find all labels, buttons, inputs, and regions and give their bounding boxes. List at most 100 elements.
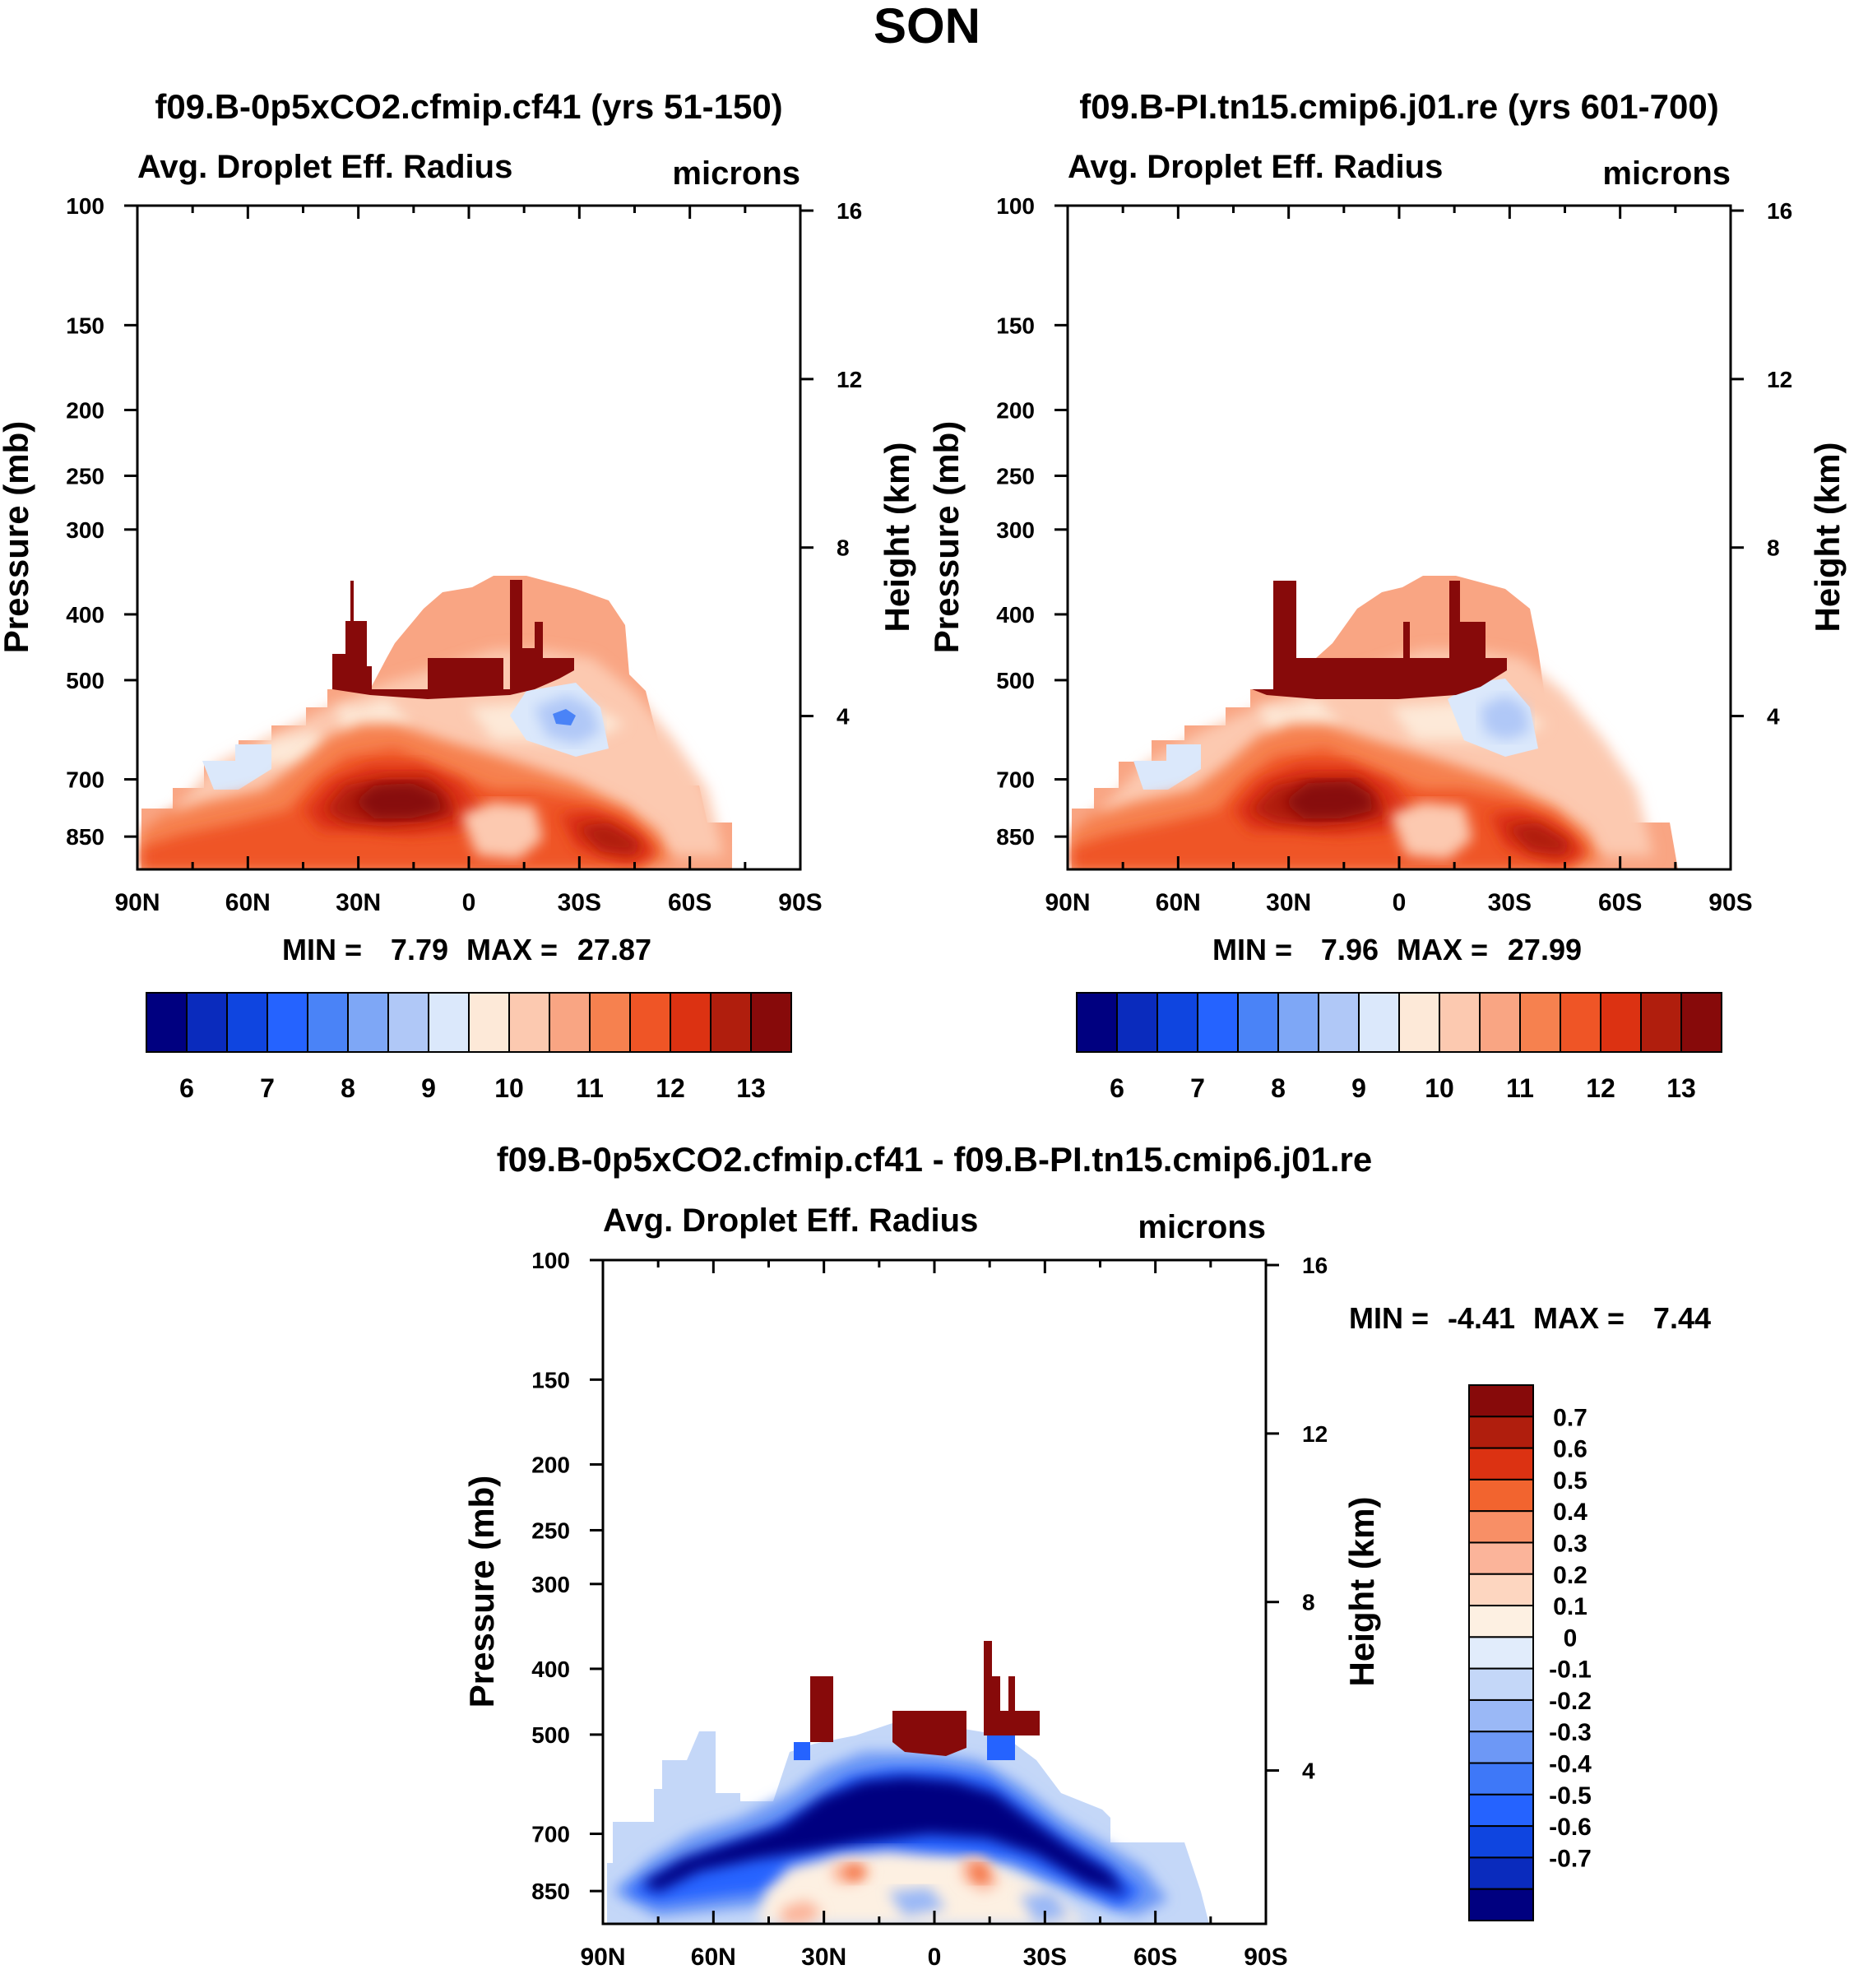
panel-right-min-label: MIN = — [1212, 933, 1292, 966]
panel-left-axes: 90N 60N 30N 0 30S 60S 90S 100 150 200 250 300 400 500… — [66, 193, 862, 916]
colorbar-label: 9 — [1351, 1073, 1366, 1103]
x-tick-label: 0 — [1393, 889, 1407, 916]
colorbar-swatch — [1468, 1605, 1534, 1638]
colorbar-swatch — [347, 992, 389, 1053]
colorbar-swatch — [1680, 992, 1722, 1053]
field-cloudtop — [810, 1641, 1040, 1756]
y-tick-label: 300 — [531, 1572, 570, 1597]
panel-right-colorbar: 6 7 8 9 10 11 12 13 — [1076, 992, 1722, 1103]
colorbar-swatch — [508, 992, 550, 1053]
colorbar-label: 0.5 — [1553, 1467, 1587, 1494]
x-tick-label: 30S — [558, 889, 601, 916]
panel-diff-subtitle: Avg. Droplet Eff. Radius — [603, 1203, 978, 1239]
y-tick-label: 500 — [531, 1722, 570, 1748]
colorbar-label: 12 — [656, 1073, 685, 1103]
field-cloudtop — [1252, 581, 1507, 699]
colorbar-swatch — [1318, 992, 1360, 1053]
field-max-core — [354, 783, 444, 818]
colorbar-swatch — [589, 992, 631, 1053]
x-tick-label: 90S — [1708, 889, 1752, 916]
colorbar-label: 0 — [1564, 1624, 1578, 1652]
field-max-core — [1283, 781, 1374, 818]
colorbar-label: 0.3 — [1553, 1530, 1587, 1557]
panel-left-y2label: Height (km) — [878, 443, 916, 633]
colorbar-label: -0.5 — [1549, 1782, 1592, 1810]
panel-left-max-label: MAX = — [466, 933, 558, 966]
colorbar-label: 0.6 — [1553, 1436, 1587, 1463]
y2-tick-label: 12 — [1302, 1421, 1328, 1447]
field-blue-4 — [642, 1777, 1127, 1896]
y-tick-label: 850 — [531, 1879, 570, 1904]
colorbar-swatch — [1156, 992, 1198, 1053]
y-tick-label: 700 — [531, 1822, 570, 1847]
y-tick-label: 500 — [66, 668, 104, 693]
colorbar-swatch — [146, 992, 188, 1053]
y-tick-label: 200 — [531, 1452, 570, 1477]
colorbar-label: 7 — [1190, 1073, 1205, 1103]
x-tick-label: 90S — [1244, 1944, 1287, 1971]
colorbar-swatch — [750, 992, 792, 1053]
colorbar-label: 10 — [494, 1073, 524, 1103]
colorbar-label: -0.1 — [1549, 1657, 1592, 1684]
x-tick-label: 90S — [778, 889, 822, 916]
x-tick-label: 0 — [462, 889, 476, 916]
y-tick-label: 200 — [66, 397, 104, 423]
colorbar-swatch — [1468, 1478, 1534, 1513]
x-tick-label: 90N — [114, 889, 160, 916]
y-tick-label: 700 — [996, 767, 1035, 793]
y-tick-label: 200 — [996, 397, 1035, 423]
panel-left-min-label: MIN = — [282, 933, 362, 966]
panel-diff-y2label: Height (km) — [1342, 1497, 1381, 1687]
colorbar-swatch — [1468, 1510, 1534, 1544]
colorbar-label: 8 — [341, 1073, 355, 1103]
colorbar-label: 7 — [260, 1073, 275, 1103]
colorbar-label: 9 — [421, 1073, 436, 1103]
colorbar-swatch — [549, 992, 591, 1053]
colorbar-label: 0.1 — [1553, 1593, 1587, 1620]
field-blue-light — [1481, 695, 1530, 740]
panel-diff-min-label: MIN = — [1349, 1301, 1429, 1335]
colorbar-label: 13 — [1666, 1073, 1696, 1103]
panel-left-colorbar: 6 7 8 9 10 11 12 13 — [146, 992, 792, 1103]
colorbar-label: 13 — [736, 1073, 766, 1103]
colorbar-swatch — [1468, 1416, 1534, 1449]
x-tick-label: 60S — [1598, 889, 1642, 916]
colorbar-swatch — [1479, 992, 1521, 1053]
colorbar-swatch — [1560, 992, 1601, 1053]
y-tick-label: 850 — [66, 824, 104, 850]
x-tick-label: 30N — [336, 889, 381, 916]
colorbar-swatch — [1468, 1636, 1534, 1670]
y2-tick-label: 8 — [1767, 535, 1780, 561]
colorbar-swatch — [1468, 1856, 1534, 1890]
y2-tick-label: 4 — [1302, 1759, 1315, 1784]
colorbar-label: 0.7 — [1553, 1404, 1587, 1431]
colorbar-swatch — [1439, 992, 1481, 1053]
panel-left-title: f09.B-0p5xCO2.cfmip.cf41 (yrs 51-150) — [155, 87, 782, 126]
colorbar-swatch — [1468, 1384, 1534, 1418]
y-tick-label: 400 — [66, 602, 104, 628]
panel-diff: f09.B-0p5xCO2.cfmip.cf41 - f09.B-PI.tn15… — [462, 1140, 1711, 1971]
colorbar-label: 12 — [1586, 1073, 1615, 1103]
colorbar-swatch — [629, 992, 671, 1053]
colorbar-label: -0.6 — [1549, 1814, 1592, 1841]
colorbar-label: 11 — [1506, 1073, 1534, 1103]
y-tick-label: 150 — [531, 1367, 570, 1393]
panel-diff-title: f09.B-0p5xCO2.cfmip.cf41 - f09.B-PI.tn15… — [497, 1140, 1372, 1179]
panel-right-axes: 90N 60N 30N 0 30S 60S 90S 100 150 200 250 300 400 500… — [996, 193, 1792, 916]
y-tick-label: 700 — [66, 767, 104, 793]
colorbar-swatch — [1468, 1793, 1534, 1828]
colorbar-swatch — [468, 992, 510, 1053]
y2-tick-label: 4 — [837, 704, 850, 730]
colorbar-label: 0.2 — [1553, 1562, 1587, 1589]
colorbar-label: 11 — [576, 1073, 604, 1103]
y-tick-label: 150 — [66, 313, 104, 338]
x-tick-label: 0 — [928, 1944, 942, 1971]
colorbar-swatch — [1358, 992, 1400, 1053]
panel-diff-max: 7.44 — [1653, 1301, 1711, 1335]
colorbar-swatch — [307, 992, 349, 1053]
colorbar-swatch — [670, 992, 711, 1053]
y-tick-label: 400 — [996, 602, 1035, 628]
y-tick-label: 100 — [66, 193, 104, 219]
colorbar-swatch — [1640, 992, 1682, 1053]
